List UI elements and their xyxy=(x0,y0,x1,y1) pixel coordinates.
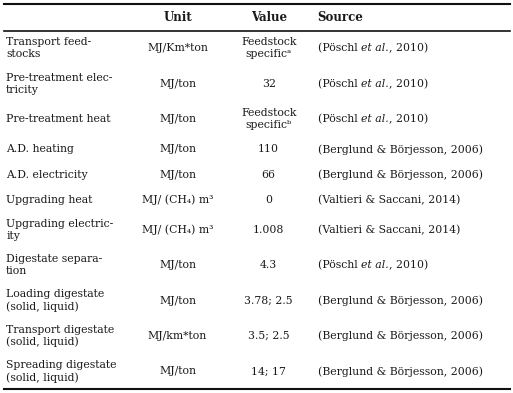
Text: , 2010): , 2010) xyxy=(388,43,428,53)
Text: (Berglund & Börjesson, 2006): (Berglund & Börjesson, 2006) xyxy=(318,144,483,154)
Text: (Pöschl: (Pöschl xyxy=(318,79,361,89)
Text: MJ/ton: MJ/ton xyxy=(159,169,196,180)
Text: 1.008: 1.008 xyxy=(253,225,284,235)
Text: MJ/ton: MJ/ton xyxy=(159,366,196,376)
Text: (Pöschl: (Pöschl xyxy=(318,114,361,124)
Text: MJ/ton: MJ/ton xyxy=(159,296,196,306)
Text: Source: Source xyxy=(318,11,363,24)
Text: , 2010): , 2010) xyxy=(388,260,428,271)
Text: Transport feed-
stocks: Transport feed- stocks xyxy=(6,37,91,59)
Text: Pre-treatment heat: Pre-treatment heat xyxy=(6,114,111,124)
Text: (Berglund & Börjesson, 2006): (Berglund & Börjesson, 2006) xyxy=(318,366,483,377)
Text: Feedstock
specificᵇ: Feedstock specificᵇ xyxy=(241,108,297,130)
Text: MJ/ (CH₄) m³: MJ/ (CH₄) m³ xyxy=(142,195,213,205)
Text: , 2010): , 2010) xyxy=(388,114,428,124)
Text: (Berglund & Börjesson, 2006): (Berglund & Börjesson, 2006) xyxy=(318,169,483,180)
Text: Transport digestate
(solid, liquid): Transport digestate (solid, liquid) xyxy=(6,325,114,347)
Text: MJ/ton: MJ/ton xyxy=(159,144,196,154)
Text: (Pöschl: (Pöschl xyxy=(318,260,361,271)
Text: MJ/ton: MJ/ton xyxy=(159,79,196,89)
Text: (Berglund & Börjesson, 2006): (Berglund & Börjesson, 2006) xyxy=(318,296,483,306)
Text: MJ/ton: MJ/ton xyxy=(159,261,196,270)
Text: MJ/Km*ton: MJ/Km*ton xyxy=(147,43,208,53)
Text: (Valtieri & Saccani, 2014): (Valtieri & Saccani, 2014) xyxy=(318,225,460,235)
Text: Value: Value xyxy=(250,11,287,24)
Text: MJ/km*ton: MJ/km*ton xyxy=(148,331,207,341)
Text: Upgrading electric-
ity: Upgrading electric- ity xyxy=(6,219,113,241)
Text: Unit: Unit xyxy=(163,11,192,24)
Text: 0: 0 xyxy=(265,195,272,205)
Text: Upgrading heat: Upgrading heat xyxy=(6,195,92,205)
Text: et al.: et al. xyxy=(361,43,388,53)
Text: 3.78; 2.5: 3.78; 2.5 xyxy=(244,296,293,306)
Text: Loading digestate
(solid, liquid): Loading digestate (solid, liquid) xyxy=(6,289,105,312)
Text: (Valtieri & Saccani, 2014): (Valtieri & Saccani, 2014) xyxy=(318,195,460,205)
Text: Spreading digestate
(solid, liquid): Spreading digestate (solid, liquid) xyxy=(6,360,116,383)
Text: 110: 110 xyxy=(258,144,279,154)
Text: (Pöschl: (Pöschl xyxy=(318,43,361,53)
Text: 14; 17: 14; 17 xyxy=(251,366,286,376)
Text: Pre-treatment elec-
tricity: Pre-treatment elec- tricity xyxy=(6,73,112,95)
Text: 32: 32 xyxy=(262,79,275,89)
Text: Feedstock
specificᵃ: Feedstock specificᵃ xyxy=(241,37,297,59)
Text: MJ/ (CH₄) m³: MJ/ (CH₄) m³ xyxy=(142,225,213,235)
Text: et al.: et al. xyxy=(361,114,388,124)
Text: Digestate separa-
tion: Digestate separa- tion xyxy=(6,254,103,276)
Text: A.D. electricity: A.D. electricity xyxy=(6,169,88,180)
Text: 3.5; 2.5: 3.5; 2.5 xyxy=(248,331,289,341)
Text: 66: 66 xyxy=(262,169,275,180)
Text: et al.: et al. xyxy=(361,79,388,89)
Text: 4.3: 4.3 xyxy=(260,261,278,270)
Text: et al.: et al. xyxy=(361,261,388,270)
Text: , 2010): , 2010) xyxy=(388,79,428,89)
Text: A.D. heating: A.D. heating xyxy=(6,144,74,154)
Text: (Berglund & Börjesson, 2006): (Berglund & Börjesson, 2006) xyxy=(318,331,483,342)
Text: MJ/ton: MJ/ton xyxy=(159,114,196,124)
